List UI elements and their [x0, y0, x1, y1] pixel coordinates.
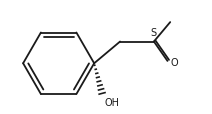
Text: O: O	[170, 57, 178, 67]
Text: S: S	[150, 28, 156, 38]
Text: OH: OH	[104, 97, 119, 107]
